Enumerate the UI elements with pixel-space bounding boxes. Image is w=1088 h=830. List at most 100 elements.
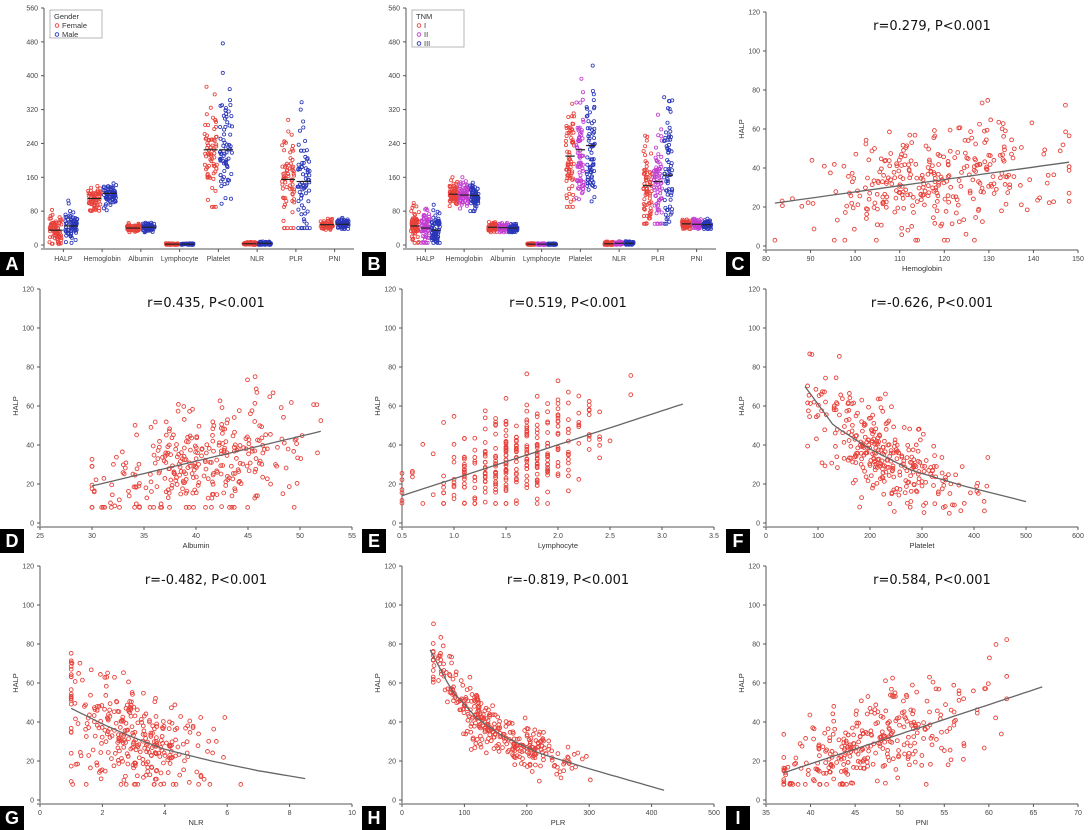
data-point [870,482,876,488]
data-point [345,217,350,222]
y-tick-label: 40 [752,443,760,450]
data-point [118,782,124,787]
data-point [659,138,664,143]
data-point [94,704,100,709]
data-point [284,185,289,190]
data-point [99,725,105,730]
data-point [946,510,952,516]
data-point [575,750,581,756]
data-point [120,470,126,475]
data-point [527,242,532,247]
panel-b: B 0 80 160 240 320 400 480 560 HALP Hemoglobin Albu… [362,0,724,276]
data-point [514,434,519,440]
data-point [503,482,509,488]
y-tick-label: 100 [384,326,396,333]
data-point [805,400,810,406]
data-point [863,450,869,456]
data-point [465,201,470,206]
data-point [126,493,132,499]
data-point [534,463,540,469]
data-point [160,719,166,724]
data-point [849,200,855,206]
x-tick-label: 0 [400,810,404,817]
data-point [472,447,478,453]
data-point [102,706,107,712]
data-point [123,720,129,726]
data-point [63,214,68,219]
data-point [647,214,652,219]
data-point [177,472,182,478]
data-point [302,219,307,224]
data-point [891,169,897,175]
data-point [524,425,530,431]
data-point [449,197,454,202]
data-point [860,428,865,434]
data-point [123,460,129,466]
data-point [1018,202,1024,208]
data-point [1066,198,1072,204]
data-point [220,70,225,75]
data-point [143,229,148,234]
data-point [108,185,113,190]
data-point [68,763,74,769]
data-point [447,204,452,209]
data-point [555,423,561,429]
data-point [591,92,596,97]
x-tick-label: 80 [762,256,770,263]
data-point [431,223,436,228]
data-point [579,76,584,81]
data-point [545,452,550,458]
data-point [208,157,213,162]
data-point [212,155,217,160]
data-point [198,774,204,779]
regression-line [401,403,683,497]
data-point [566,115,571,120]
data-point [119,738,124,743]
x-tick-label: 3.5 [709,533,719,540]
data-point [186,780,192,785]
data-point [585,181,590,186]
data-point [136,755,142,761]
data-point [303,176,308,181]
data-point [211,204,216,209]
data-point [580,90,585,95]
data-point [236,408,242,413]
data-points [89,374,324,510]
data-point [555,430,561,436]
data-point [434,232,439,237]
data-point [140,732,146,737]
data-point [246,451,251,457]
legend-entry: Male [62,30,78,39]
data-point [298,456,304,461]
data-point [260,474,266,480]
data-point [105,717,111,723]
data-point [534,471,540,477]
data-point [493,458,498,464]
data-point [109,482,115,488]
legend-marker [416,23,422,28]
data-point [571,111,576,116]
data-point [252,374,258,380]
data-point [232,429,237,435]
data-point [283,180,288,185]
legend-marker [54,32,60,37]
data-point [882,463,887,469]
data-point [109,505,114,510]
data-point [591,119,596,124]
data-point [101,206,106,211]
data-point [482,415,488,421]
data-point [195,743,201,749]
data-point [124,728,130,733]
data-point [211,161,216,166]
data-points [805,351,991,516]
data-point [63,224,68,229]
data-point [196,423,202,429]
data-point [571,139,576,144]
data-point [209,204,214,209]
data-point [844,408,850,414]
y-tick-label: 100 [748,326,760,333]
data-point [810,201,816,206]
data-point [88,208,93,213]
y-tick-label: 40 [26,443,34,450]
